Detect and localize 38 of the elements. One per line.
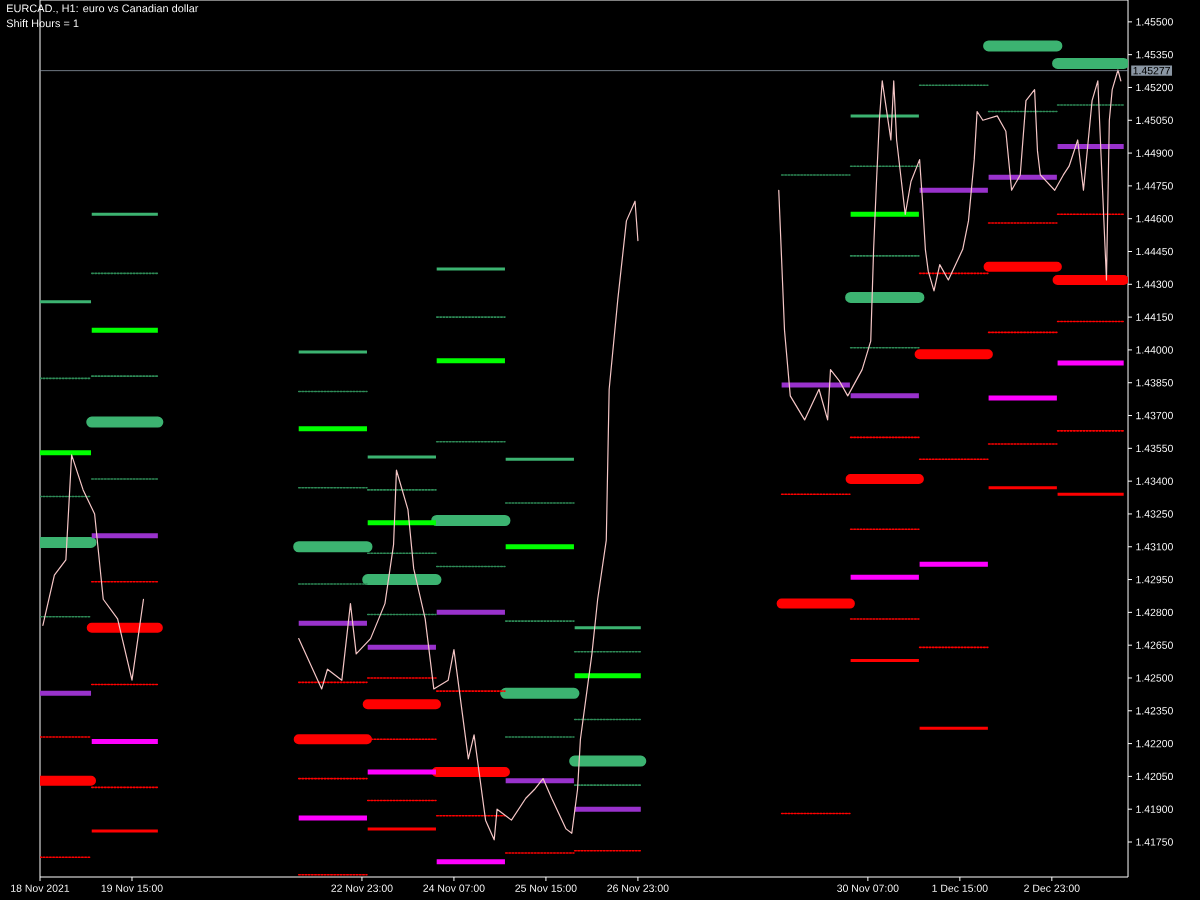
y-tick-label: 1.42350: [1136, 707, 1173, 715]
y-tick-label: 1.44450: [1136, 247, 1173, 256]
y-tick-label: 1.44900: [1136, 149, 1173, 157]
y-tick-label: 1.45200: [1136, 83, 1173, 92]
y-tick-label: 1.43850: [1136, 379, 1173, 387]
y-tick-label: 1.45050: [1136, 116, 1173, 124]
y-tick-label: 1.43550: [1136, 444, 1173, 453]
y-tick-label: 1.44150: [1136, 313, 1173, 321]
x-tick-label: 24 Nov 07:00: [423, 884, 485, 892]
text: Shift Hours = 1: [6, 19, 79, 28]
x-tick-label: 26 Nov 23:00: [607, 884, 669, 892]
ref-line-label: 1.45277: [1133, 66, 1170, 75]
x-tick-label: 30 Nov 07:00: [837, 884, 899, 892]
y-tick-label: 1.41750: [1136, 838, 1173, 846]
y-tick-label: 1.42950: [1136, 575, 1173, 584]
y-tick-label: 1.42500: [1136, 674, 1173, 682]
x-tick-label: 1 Dec 15:00: [932, 884, 988, 892]
y-tick-label: 1.43400: [1136, 477, 1173, 485]
x-tick-label: 19 Nov 15:00: [101, 884, 163, 892]
y-tick-label: 1.45350: [1136, 50, 1173, 59]
y-tick-label: 1.44300: [1136, 280, 1173, 289]
x-tick-label: 22 Nov 23:00: [331, 884, 393, 892]
y-tick-label: 1.43250: [1136, 510, 1173, 518]
y-tick-label: 1.41900: [1136, 805, 1173, 813]
y-tick-label: 1.42650: [1136, 641, 1173, 649]
y-tick-label: 1.42200: [1136, 739, 1173, 748]
y-tick-label: 1.43700: [1136, 411, 1173, 420]
chart-title: EURCAD., H1: euro vs Canadian dollar: [7, 4, 199, 14]
y-tick-label: 1.45500: [1136, 18, 1173, 26]
y-tick-label: 1.44600: [1136, 215, 1173, 223]
y-tick-label: 1.43100: [1136, 543, 1173, 551]
y-tick-label: 1.42800: [1136, 608, 1173, 617]
y-tick-label: 1.44000: [1136, 346, 1173, 354]
x-tick-label: 18 Nov 2021: [11, 884, 70, 892]
x-tick-label: 2 Dec 23:00: [1024, 884, 1080, 892]
y-tick-label: 1.44750: [1136, 182, 1173, 190]
y-tick-label: 1.42050: [1136, 772, 1173, 781]
x-tick-label: 25 Nov 15:00: [515, 884, 577, 892]
